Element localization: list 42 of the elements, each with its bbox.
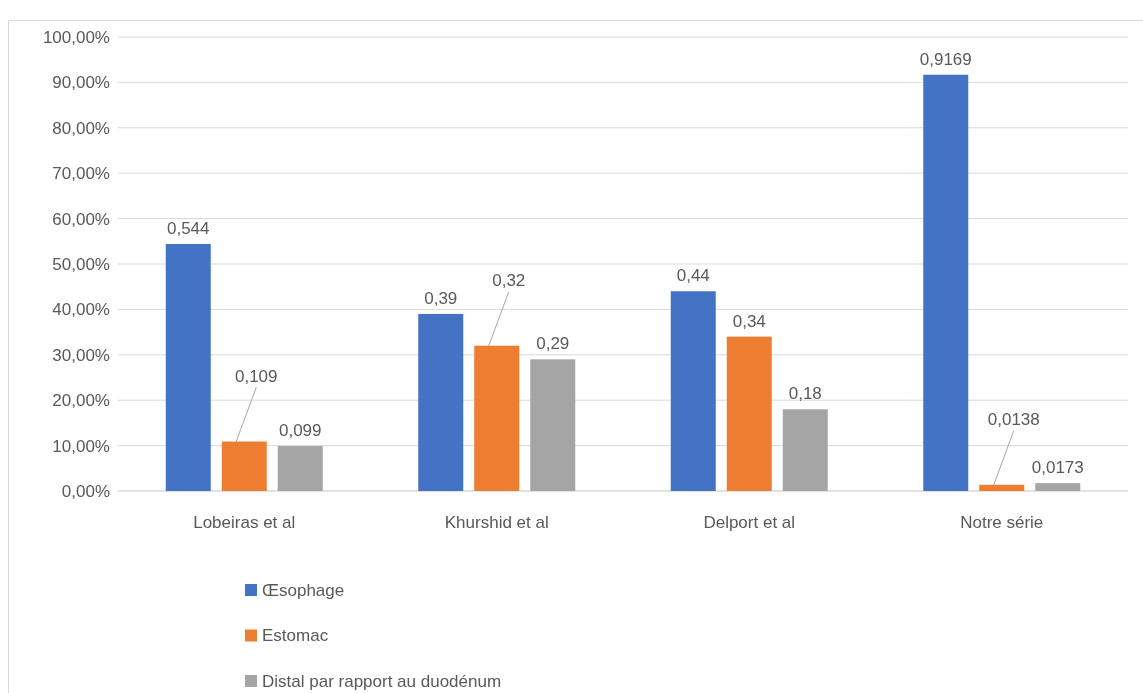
y-tick-label: 40,00%	[52, 300, 110, 320]
bar	[418, 313, 464, 491]
data-label: 0,0138	[987, 409, 1040, 429]
bar	[165, 244, 211, 491]
y-tick-label: 20,00%	[52, 391, 110, 411]
x-tick-label: Khurshid et al	[444, 513, 549, 532]
data-label: 0,109	[234, 366, 278, 386]
data-label: 0,0173	[1031, 458, 1084, 478]
data-label: 0,34	[732, 311, 766, 331]
bar	[277, 446, 323, 491]
bar	[670, 291, 716, 491]
data-label: 0,39	[424, 288, 458, 308]
data-label: 0,544	[166, 219, 210, 239]
data-label: 0,29	[536, 334, 570, 354]
bar	[923, 74, 969, 491]
bar	[221, 441, 267, 491]
y-tick-label: 100,00%	[42, 27, 110, 47]
data-label: 0,44	[676, 266, 710, 286]
y-tick-label: 80,00%	[52, 118, 110, 138]
bar	[474, 345, 520, 491]
y-tick-label: 60,00%	[52, 209, 110, 229]
bar	[530, 359, 576, 491]
bar	[1035, 483, 1081, 491]
bar	[782, 409, 828, 491]
y-tick-label: 50,00%	[52, 254, 110, 274]
data-label: 0,18	[788, 384, 822, 404]
bar	[979, 484, 1025, 491]
x-tick-label: Notre série	[960, 513, 1044, 532]
x-tick-label: Lobeiras et al	[193, 513, 296, 532]
bar	[726, 336, 772, 491]
y-tick-label: 30,00%	[52, 345, 110, 365]
y-tick-label: 90,00%	[52, 73, 110, 93]
data-label: 0,32	[492, 270, 526, 290]
y-tick-label: 10,00%	[52, 436, 110, 456]
x-tick-label: Delport et al	[703, 513, 796, 532]
legend-label: Distal par rapport au duodénum	[262, 671, 502, 691]
legend-label: Œsophage	[262, 580, 345, 600]
y-tick-label: 70,00%	[52, 164, 110, 184]
data-label: 0,099	[278, 421, 322, 441]
y-tick-label: 0,00%	[61, 481, 110, 501]
legend-label: Estomac	[262, 626, 329, 646]
data-label: 0,9169	[919, 49, 972, 69]
